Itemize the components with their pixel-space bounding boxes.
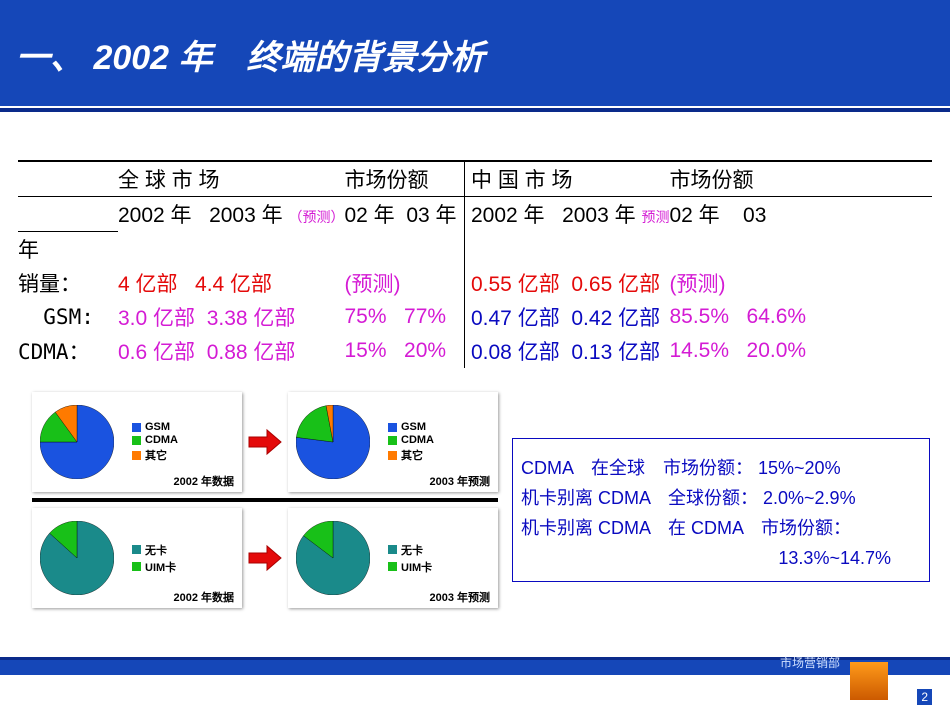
sub-03: 03 年 bbox=[406, 204, 456, 227]
cdma-g1: 0.6 亿部 bbox=[118, 341, 195, 364]
legend-other: 其它 bbox=[401, 447, 423, 463]
legend-nocard: 无卡 bbox=[145, 542, 167, 558]
info-line-3: 机卡别离 CDMA 在 CDMA 市场份额： bbox=[521, 513, 921, 543]
chart-row-1: GSM CDMA 其它 2002 年数据 GSM CDMA 其它 2003 年预… bbox=[32, 392, 502, 492]
pie-2002-card: 无卡 UIM卡 2002 年数据 bbox=[32, 508, 242, 608]
legend-gsm: GSM bbox=[401, 421, 426, 433]
legend-row1-right: GSM CDMA 其它 bbox=[388, 420, 434, 464]
gsm-g1: 3.0 亿部 bbox=[118, 307, 195, 330]
pie-2003-global: GSM CDMA 其它 2003 年预测 bbox=[288, 392, 498, 492]
legend-gsm: GSM bbox=[145, 421, 170, 433]
legend-other: 其它 bbox=[145, 447, 167, 463]
legend-cdma: CDMA bbox=[401, 434, 434, 446]
sales-g2: 4.4 亿部 bbox=[195, 273, 272, 296]
cdma-c2: 0.13 亿部 bbox=[571, 341, 660, 364]
footer-accent bbox=[850, 662, 888, 700]
row-gsm-label: GSM: bbox=[18, 300, 118, 334]
info-box: CDMA 在全球 市场份额： 15%~20% 机卡别离 CDMA 全球份额： 2… bbox=[512, 438, 930, 582]
gsm-c2: 0.42 亿部 bbox=[571, 307, 660, 330]
sales-note2: (预测) bbox=[669, 273, 725, 296]
charts-area: GSM CDMA 其它 2002 年数据 GSM CDMA 其它 2003 年预… bbox=[32, 392, 502, 614]
arrow-icon bbox=[242, 544, 288, 572]
cdma-s1: 15% bbox=[344, 339, 386, 362]
hdr-global: 全 球 市 场 bbox=[118, 161, 344, 197]
chart-row-2: 无卡 UIM卡 2002 年数据 无卡 UIM卡 2003 年预测 bbox=[32, 508, 502, 608]
arrow-icon bbox=[242, 428, 288, 456]
gsm-c1: 0.47 亿部 bbox=[471, 307, 560, 330]
header-divider bbox=[0, 108, 950, 112]
sub-c2002: 2002 年 bbox=[471, 204, 545, 227]
caption-2003-pred-2: 2003 年预测 bbox=[429, 589, 490, 605]
slide-header: 一、 2002 年 终端的背景分析 bbox=[0, 0, 950, 106]
caption-2002-data-2: 2002 年数据 bbox=[173, 589, 234, 605]
sales-c2: 0.65 亿部 bbox=[571, 273, 660, 296]
sub-02: 02 年 bbox=[344, 204, 394, 227]
hdr-gshare: 市场份额 bbox=[344, 161, 464, 197]
hdr-cshare: 市场份额 bbox=[669, 161, 932, 197]
hdr-china: 中 国 市 场 bbox=[464, 161, 669, 197]
sales-note1: (预测) bbox=[344, 273, 400, 296]
legend-row1-left: GSM CDMA 其它 bbox=[132, 420, 178, 464]
info-line-4: 13.3%~14.7% bbox=[521, 543, 921, 573]
chart-separator bbox=[32, 498, 498, 502]
legend-row2-right: 无卡 UIM卡 bbox=[388, 541, 432, 576]
legend-cdma: CDMA bbox=[145, 434, 178, 446]
market-table: 全 球 市 场 市场份额 中 国 市 场 市场份额 2002 年 2003 年 … bbox=[18, 160, 932, 368]
footer-dept: 市场营销部 bbox=[780, 654, 840, 671]
pie-2002-global: GSM CDMA 其它 2002 年数据 bbox=[32, 392, 242, 492]
legend-row2-left: 无卡 UIM卡 bbox=[132, 541, 176, 576]
sub-c03: 03 bbox=[743, 204, 766, 227]
sales-c1: 0.55 亿部 bbox=[471, 273, 560, 296]
gsm-cs1: 85.5% bbox=[669, 305, 729, 328]
info-line-2: 机卡别离 CDMA 全球份额： 2.0%~2.9% bbox=[521, 483, 921, 513]
caption-2003-pred: 2003 年预测 bbox=[429, 473, 490, 489]
gsm-g2: 3.38 亿部 bbox=[207, 307, 296, 330]
pie-2003-card: 无卡 UIM卡 2003 年预测 bbox=[288, 508, 498, 608]
cdma-cs2: 20.0% bbox=[747, 339, 807, 362]
slide-title: 一、 2002 年 终端的背景分析 bbox=[16, 30, 950, 79]
sub-c-pred: 预测 bbox=[641, 209, 669, 225]
gsm-s1: 75% bbox=[344, 305, 386, 328]
sales-g1: 4 亿部 bbox=[118, 273, 178, 296]
cdma-cs1: 14.5% bbox=[669, 339, 729, 362]
legend-nocard: 无卡 bbox=[401, 542, 423, 558]
year-tail: 年 bbox=[18, 231, 118, 266]
caption-2002-data: 2002 年数据 bbox=[173, 473, 234, 489]
cdma-g2: 0.88 亿部 bbox=[207, 341, 296, 364]
info-line-1: CDMA 在全球 市场份额： 15%~20% bbox=[521, 453, 921, 483]
legend-uim: UIM卡 bbox=[401, 559, 432, 575]
legend-uim: UIM卡 bbox=[145, 559, 176, 575]
cdma-s2: 20% bbox=[404, 339, 446, 362]
page-number: 2 bbox=[917, 689, 932, 705]
sub-2002: 2002 年 bbox=[118, 204, 192, 227]
row-sales-label: 销量： bbox=[18, 266, 118, 300]
gsm-cs2: 64.6% bbox=[747, 305, 807, 328]
sub-2003: 2003 年 bbox=[209, 204, 283, 227]
sub-c02: 02 年 bbox=[669, 204, 719, 227]
sub-c2003: 2003 年 bbox=[562, 204, 636, 227]
gsm-s2: 77% bbox=[404, 305, 446, 328]
row-cdma-label: CDMA： bbox=[18, 334, 118, 368]
cdma-c1: 0.08 亿部 bbox=[471, 341, 560, 364]
sub-pred-small: （预测） bbox=[288, 209, 344, 225]
